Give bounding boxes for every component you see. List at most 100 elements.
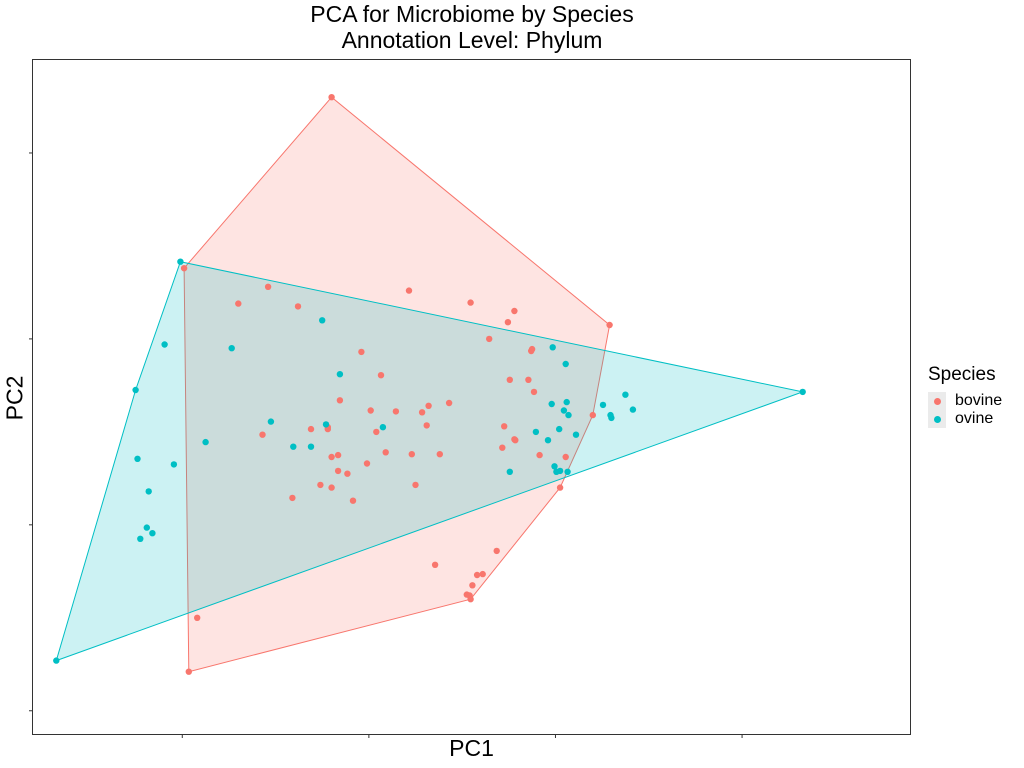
point-bovine	[289, 494, 296, 502]
point-bovine	[499, 444, 506, 451]
x-axis-label: PC1	[449, 735, 494, 761]
panel-border	[32, 59, 911, 735]
point-ovine	[319, 317, 326, 324]
point-ovine	[379, 424, 387, 431]
point-bovine	[264, 283, 272, 290]
point-ovine	[322, 421, 330, 428]
point-ovine	[549, 344, 556, 351]
point-bovine	[486, 335, 493, 343]
point-bovine	[392, 408, 400, 415]
point-bovine	[473, 571, 481, 579]
point-ovine	[544, 437, 552, 444]
point-ovine	[161, 341, 168, 348]
point-ovine	[149, 530, 156, 537]
point-bovine	[317, 481, 324, 489]
axis-ticks	[29, 152, 743, 738]
point-bovine	[334, 467, 342, 475]
point-bovine	[556, 484, 564, 491]
point-ovine	[307, 443, 315, 450]
point-bovine	[259, 431, 266, 438]
hull-layer	[55, 96, 805, 673]
point-bovine	[479, 570, 486, 578]
point-ovine	[560, 407, 568, 414]
point-bovine	[425, 402, 432, 409]
point-ovine	[145, 488, 152, 495]
points-layer	[53, 94, 806, 675]
point-ovine	[565, 411, 572, 419]
point-bovine	[307, 425, 315, 433]
point-bovine	[328, 94, 335, 101]
point-bovine	[469, 582, 476, 589]
point-bovine	[235, 300, 242, 307]
point-bovine	[185, 668, 192, 675]
point-bovine	[344, 470, 351, 477]
point-ovine	[336, 371, 344, 378]
point-bovine	[512, 437, 519, 444]
point-bovine	[528, 347, 535, 355]
point-bovine	[294, 303, 302, 310]
chart-subtitle: Annotation Level: Phylum	[341, 27, 603, 53]
point-bovine	[493, 547, 500, 555]
legend: Species bovine ovine	[928, 364, 1002, 428]
point-bovine	[431, 561, 439, 568]
y-axis-label: PC2	[1, 375, 28, 421]
point-ovine	[506, 468, 513, 475]
point-bovine	[418, 409, 426, 416]
point-ovine	[622, 391, 629, 398]
point-bovine	[589, 411, 596, 419]
point-ovine	[548, 400, 555, 408]
legend-key	[928, 410, 946, 428]
point-ovine	[799, 388, 806, 396]
point-bovine	[562, 453, 569, 461]
point-ovine	[53, 657, 60, 664]
point-ovine	[267, 418, 275, 425]
point-bovine	[367, 407, 374, 414]
point-ovine	[228, 345, 235, 352]
point-ovine	[202, 438, 209, 446]
point-bovine	[501, 423, 508, 430]
point-bovine	[511, 307, 518, 315]
point-bovine	[334, 451, 342, 459]
point-bovine	[606, 321, 613, 329]
point-bovine	[525, 376, 532, 383]
legend-dot	[933, 397, 941, 405]
point-ovine	[564, 468, 571, 475]
chart-title: PCA for Microbiome by Species	[310, 1, 634, 27]
point-bovine	[358, 348, 365, 356]
legend-key	[928, 392, 946, 410]
point-ovine	[556, 425, 563, 433]
point-bovine	[363, 460, 371, 467]
point-ovine	[134, 455, 141, 462]
point-ovine	[562, 360, 569, 368]
point-bovine	[530, 388, 538, 396]
point-bovine	[504, 319, 512, 326]
point-ovine	[132, 386, 139, 394]
point-ovine	[177, 258, 184, 265]
point-bovine	[408, 451, 415, 458]
point-bovine	[467, 299, 474, 306]
legend-label: ovine	[955, 410, 994, 427]
point-ovine	[551, 463, 558, 470]
point-ovine	[290, 443, 297, 450]
point-bovine	[377, 372, 385, 379]
legend-item-bovine: bovine	[928, 392, 1002, 410]
point-bovine	[180, 265, 188, 272]
point-bovine	[412, 481, 419, 489]
legend-item-ovine: ovine	[928, 410, 1002, 428]
point-ovine	[599, 401, 607, 409]
point-bovine	[423, 422, 430, 429]
point-ovine	[553, 468, 560, 475]
point-ovine	[629, 406, 637, 413]
legend-label: bovine	[955, 392, 1003, 409]
point-bovine	[382, 449, 389, 456]
point-bovine	[445, 399, 453, 407]
point-ovine	[532, 428, 540, 436]
point-ovine	[608, 414, 615, 422]
point-bovine	[328, 453, 335, 461]
point-ovine	[137, 535, 144, 542]
point-bovine	[436, 451, 443, 458]
point-ovine	[572, 431, 580, 438]
point-ovine	[170, 461, 178, 468]
legend-title: Species	[928, 364, 996, 385]
point-bovine	[405, 287, 413, 294]
